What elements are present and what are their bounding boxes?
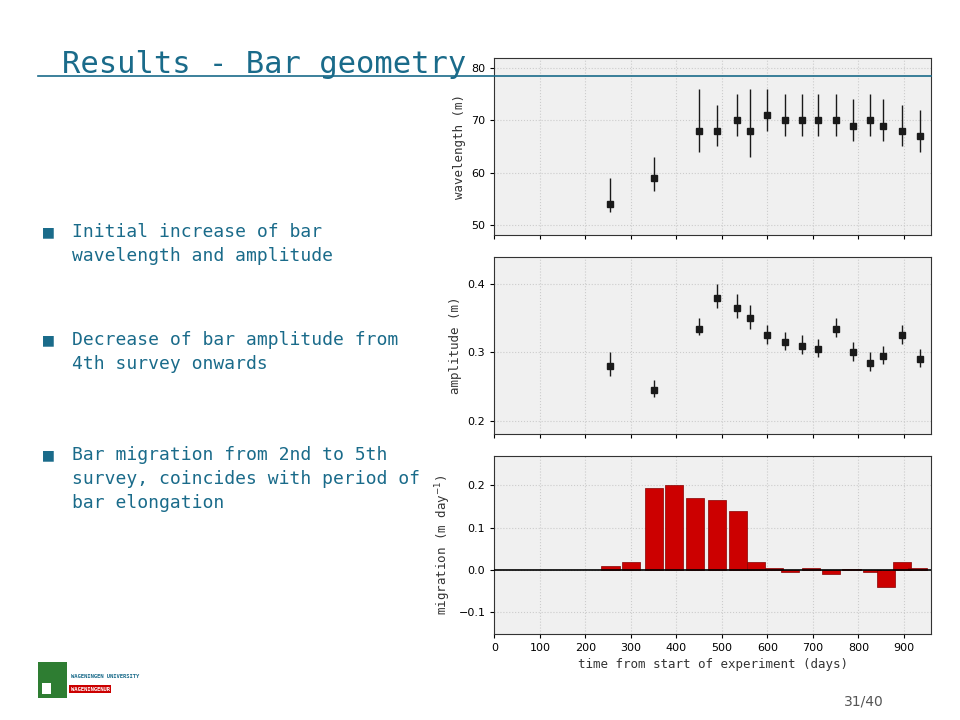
Text: Results - Bar geometry: Results - Bar geometry [62, 50, 467, 79]
Text: WAGENINGENUR: WAGENINGENUR [71, 687, 109, 692]
Bar [781, 570, 800, 572]
Y-axis label: amplitude (m): amplitude (m) [449, 297, 462, 395]
Bar [622, 562, 640, 570]
Bar [685, 498, 704, 570]
Text: ■: ■ [43, 223, 54, 241]
Bar [708, 500, 727, 570]
Bar [822, 570, 840, 575]
Y-axis label: migration (m day$^{-1}$): migration (m day$^{-1}$) [433, 474, 453, 615]
Text: ■: ■ [43, 331, 54, 349]
Bar [42, 683, 51, 694]
Text: Initial increase of bar
wavelength and amplitude: Initial increase of bar wavelength and a… [72, 223, 333, 265]
Bar [802, 568, 820, 570]
Bar [644, 487, 662, 570]
Bar [665, 485, 684, 570]
Bar [747, 562, 765, 570]
Text: 31/40: 31/40 [844, 695, 883, 708]
Y-axis label: wavelength (m): wavelength (m) [453, 94, 466, 199]
X-axis label: time from start of experiment (days): time from start of experiment (days) [578, 658, 848, 671]
Bar [908, 568, 926, 570]
Bar [729, 511, 747, 570]
Bar [876, 570, 895, 587]
Bar [863, 570, 881, 572]
Bar [893, 562, 911, 570]
Text: Decrease of bar amplitude from
4th survey onwards: Decrease of bar amplitude from 4th surve… [72, 331, 398, 373]
Bar [601, 566, 619, 570]
Bar [38, 662, 67, 698]
Text: ■: ■ [43, 446, 54, 464]
Bar [765, 568, 783, 570]
Text: WAGENINGEN UNIVERSITY: WAGENINGEN UNIVERSITY [71, 674, 139, 679]
Text: Bar migration from 2nd to 5th
survey, coincides with period of
bar elongation: Bar migration from 2nd to 5th survey, co… [72, 446, 420, 512]
